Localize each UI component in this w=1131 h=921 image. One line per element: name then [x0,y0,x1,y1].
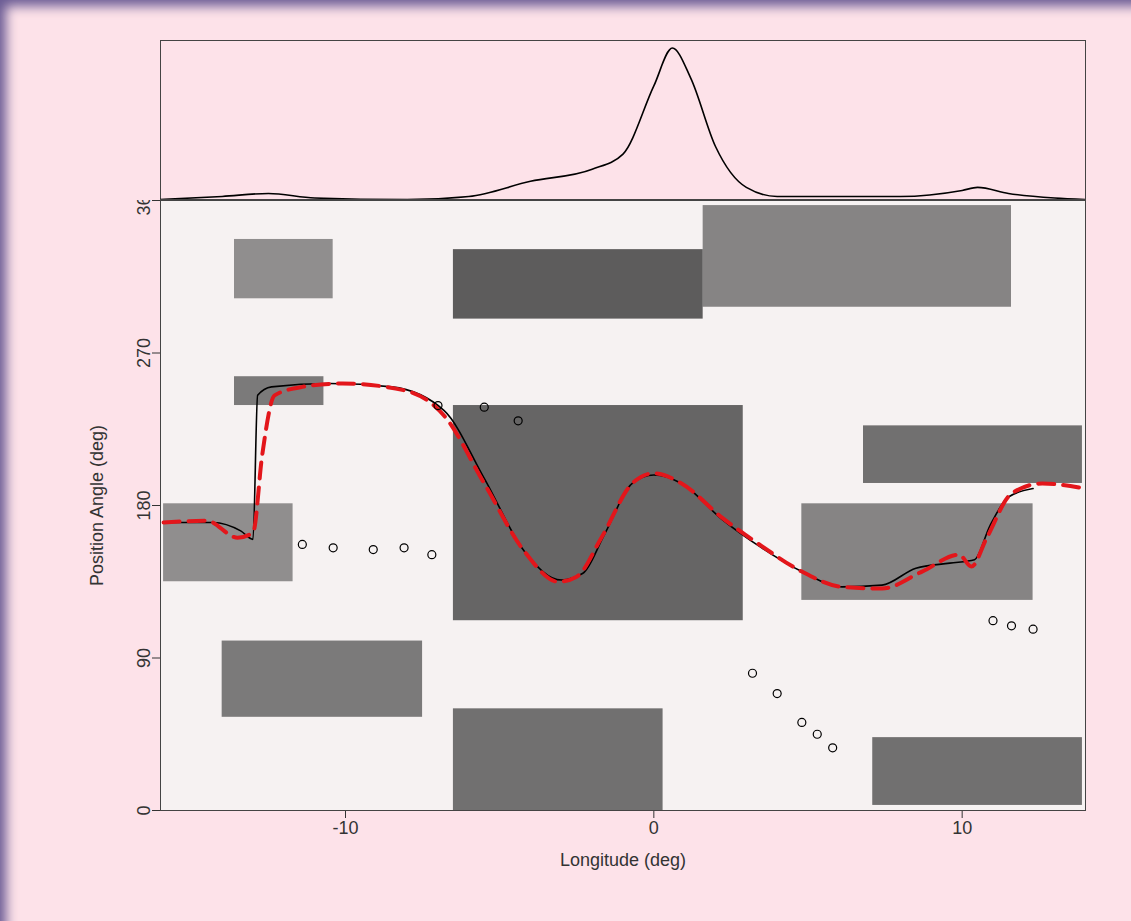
svg-text:270: 270 [134,338,154,368]
svg-text:Longitude (deg): Longitude (deg) [560,850,686,870]
svg-text:0: 0 [134,805,154,815]
svg-text:0: 0 [649,818,659,838]
svg-text:10: 10 [952,818,972,838]
svg-text:90: 90 [134,648,154,668]
svg-text:Position Angle (deg): Position Angle (deg) [87,425,107,586]
svg-text:180: 180 [134,490,154,520]
svg-text:360: 360 [134,200,154,216]
svg-text:-10: -10 [332,818,358,838]
